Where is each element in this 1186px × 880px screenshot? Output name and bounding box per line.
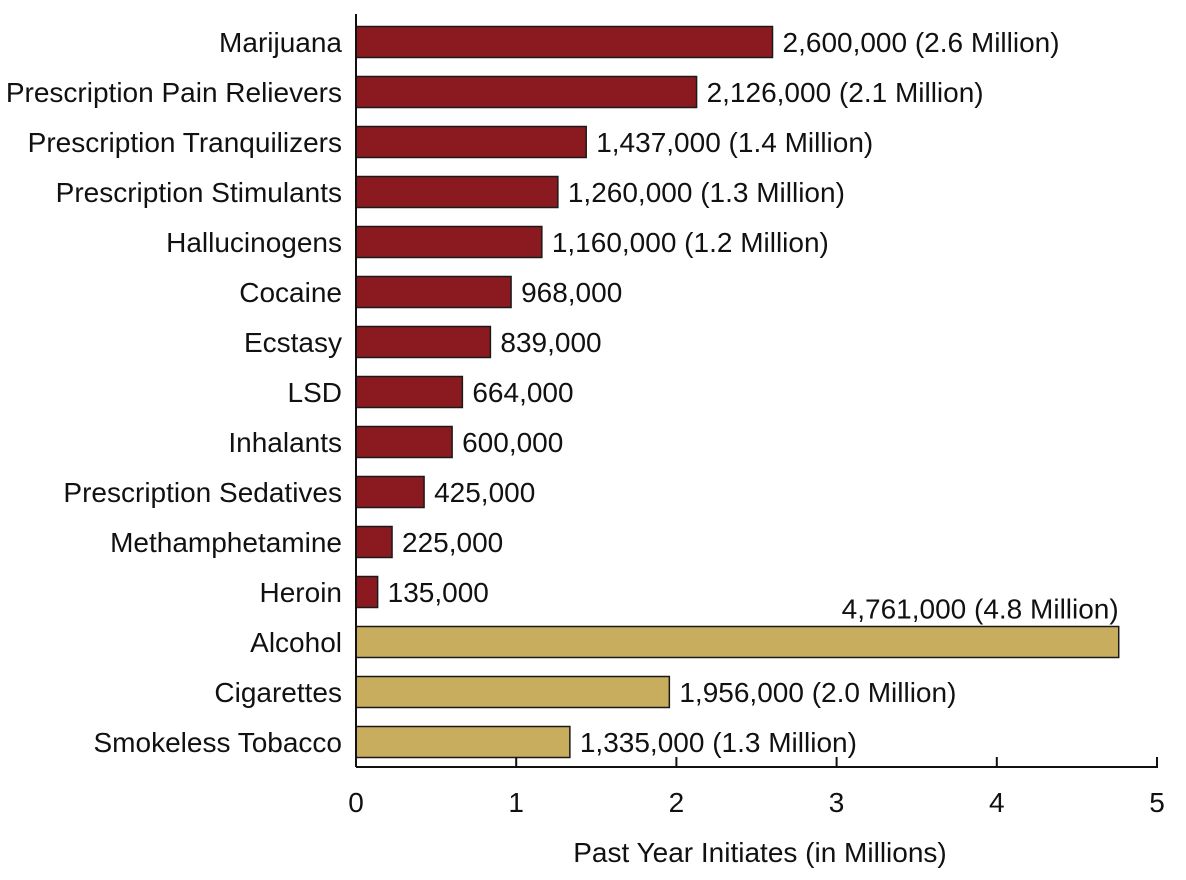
bar-inhalants: [355, 425, 453, 459]
category-label-smokeless-tobacco: Smokeless Tobacco: [94, 727, 343, 758]
plot-area: Marijuana 2,600,000 (2.6 Million) Prescrip…: [6, 14, 1165, 818]
bar-heroin: [355, 575, 379, 609]
x-axis-title: Past Year Initiates (in Millions): [573, 837, 947, 868]
value-label-alcohol: 4,761,000 (4.8 Million): [842, 594, 1119, 625]
bar-methamphetamine: [355, 525, 393, 559]
category-label-marijuana: Marijuana: [219, 27, 342, 58]
value-label-hallucinogens: 1,160,000 (1.2 Million): [552, 227, 829, 258]
bar-marijuana: [355, 25, 774, 59]
value-label-prescription-tranquilizers: 1,437,000 (1.4 Million): [596, 127, 873, 158]
category-label-prescription-pain-relievers: Prescription Pain Relievers: [6, 77, 342, 108]
value-label-prescription-sedatives: 425,000: [434, 477, 535, 508]
x-tick-label-1: 1: [508, 787, 524, 818]
value-label-ecstasy: 839,000: [500, 327, 601, 358]
category-label-alcohol: Alcohol: [250, 627, 342, 658]
category-label-prescription-stimulants: Prescription Stimulants: [56, 177, 342, 208]
x-tick-label-2: 2: [669, 787, 685, 818]
bar-cigarettes: [355, 675, 671, 709]
value-label-smokeless-tobacco: 1,335,000 (1.3 Million): [580, 727, 857, 758]
value-label-marijuana: 2,600,000 (2.6 Million): [783, 27, 1060, 58]
value-label-prescription-stimulants: 1,260,000 (1.3 Million): [568, 177, 845, 208]
bar-alcohol: [355, 625, 1120, 659]
bar-hallucinogens: [355, 225, 543, 259]
value-label-cigarettes: 1,956,000 (2.0 Million): [679, 677, 956, 708]
value-label-methamphetamine: 225,000: [402, 527, 503, 558]
bar-prescription-stimulants: [355, 175, 559, 209]
category-label-heroin: Heroin: [260, 577, 342, 608]
category-label-ecstasy: Ecstasy: [244, 327, 342, 358]
category-label-hallucinogens: Hallucinogens: [166, 227, 342, 258]
category-label-inhalants: Inhalants: [228, 427, 342, 458]
category-label-prescription-sedatives: Prescription Sedatives: [63, 477, 342, 508]
bar-prescription-pain-relievers: [355, 75, 698, 109]
x-tick-label-5: 5: [1149, 787, 1165, 818]
bar-lsd: [355, 375, 464, 409]
x-tick-label-3: 3: [829, 787, 845, 818]
category-label-cocaine: Cocaine: [239, 277, 342, 308]
bar-cocaine: [355, 275, 512, 309]
bar-smokeless-tobacco: [355, 725, 571, 759]
bar-prescription-tranquilizers: [355, 125, 587, 159]
value-label-lsd: 664,000: [472, 377, 573, 408]
x-tick-label-0: 0: [348, 787, 364, 818]
category-label-prescription-tranquilizers: Prescription Tranquilizers: [28, 127, 342, 158]
bar-prescription-sedatives: [355, 475, 425, 509]
category-label-cigarettes: Cigarettes: [214, 677, 342, 708]
x-tick-label-4: 4: [989, 787, 1005, 818]
category-label-methamphetamine: Methamphetamine: [110, 527, 342, 558]
value-label-inhalants: 600,000: [462, 427, 563, 458]
value-label-prescription-pain-relievers: 2,126,000 (2.1 Million): [707, 77, 984, 108]
value-label-cocaine: 968,000: [521, 277, 622, 308]
value-label-heroin: 135,000: [388, 577, 489, 608]
category-label-lsd: LSD: [288, 377, 342, 408]
bar-ecstasy: [355, 325, 492, 359]
